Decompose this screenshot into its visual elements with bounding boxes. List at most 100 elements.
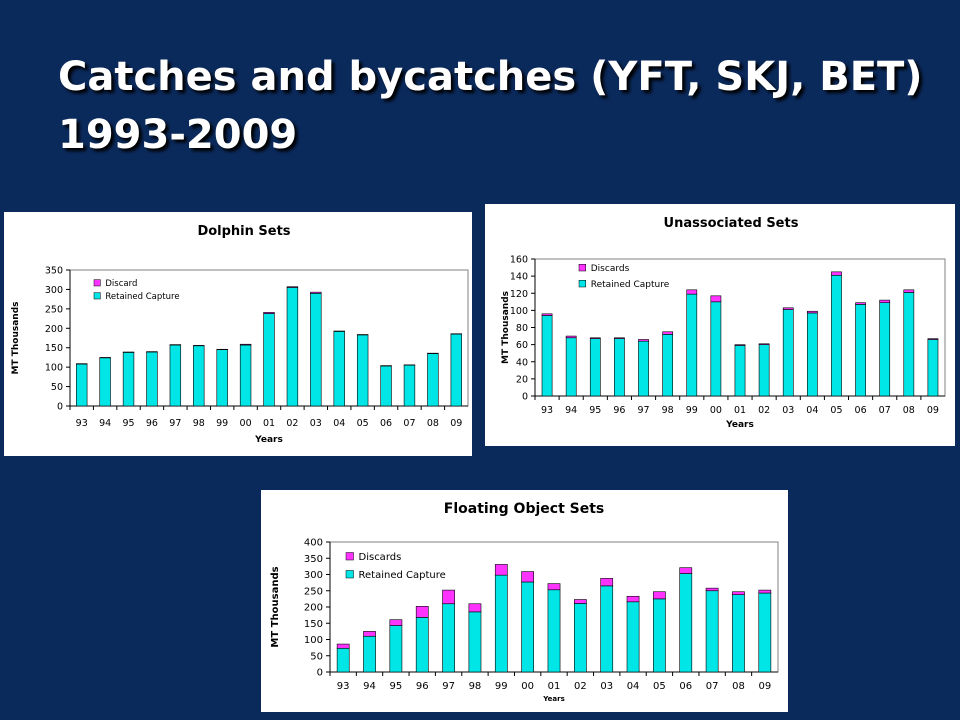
dolphin-chart-title: Dolphin Sets [197,224,290,239]
floating-bar-discard-98 [468,603,482,613]
unassociated-bar-discard-05 [831,271,842,276]
unassociated-sets-chart: Unassociated Sets02040608010012014016093… [501,216,946,430]
floating-y-tick-label: 50 [310,651,323,662]
unassociated-y-tick-label: 0 [522,392,528,403]
unassociated-bar-retained-98 [662,334,674,397]
unassociated-bar-discard-06 [855,302,866,305]
slide-title: Catches and bycatches (YFT, SKJ, BET) 19… [58,48,923,164]
floating-bar-retained-93 [336,647,350,673]
unassociated-bar-discard-95 [589,337,601,339]
floating-x-axis-label: Years [542,695,565,703]
unassociated-bar-retained-03 [782,309,794,397]
floating-bar-retained-95 [389,625,403,673]
floating-bar-discard-08 [732,591,745,595]
floating-bar-discard-96 [415,606,429,618]
floating-bar-retained-07 [705,590,719,673]
floating-legend-swatch-retained [345,570,354,579]
dolphin-y-tick-label: 100 [45,363,63,374]
floating-x-tick-label: 93 [337,681,350,692]
floating-bar-retained-02 [573,603,587,673]
dolphin-x-tick-label: 06 [380,418,392,429]
floating-y-tick-label: 100 [304,635,323,646]
dolphin-bar-retained-01 [263,313,275,407]
floating-x-tick-label: 00 [521,681,534,692]
floating-x-tick-label: 98 [469,681,482,692]
dolphin-x-tick-label: 93 [76,418,88,429]
dolphin-x-tick-label: 08 [427,418,439,429]
unassociated-x-tick-label: 02 [758,405,770,416]
floating-y-tick-label: 200 [304,603,323,614]
floating-bar-retained-97 [442,603,455,673]
floating-legend-swatch-discard [345,552,354,561]
unassociated-bar-retained-94 [565,337,577,397]
floating-bar-retained-09 [758,592,772,673]
floating-object-sets-chart-panel: Floating Object Sets 0 50 100 150 200 250 300 35… [261,490,788,712]
floating-y-tick-label: 0 [317,668,323,679]
dolphin-y-tick-label: 0 [57,402,63,413]
unassociated-bar-discard-09 [927,338,939,340]
floating-legend-label-retained: Retained Capture [359,570,446,581]
floating-bar-retained-99 [494,574,508,673]
dolphin-bar-retained-06 [380,365,392,407]
floating-y-axis-label: MT Thousands [270,566,281,647]
floating-x-tick-label: 02 [574,681,587,692]
unassociated-x-tick-label: 96 [613,405,625,416]
dolphin-y-tick-label: 300 [45,285,63,296]
dolphin-bar-retained-96 [146,351,158,407]
dolphin-x-tick-label: 03 [310,418,322,429]
floating-x-tick-label: 94 [363,681,376,692]
floating-y-tick-label: 250 [304,586,323,597]
unassociated-x-tick-label: 95 [589,405,601,416]
dolphin-bar-retained-95 [122,352,135,407]
unassociated-y-tick-label: 80 [516,323,528,334]
unassociated-bar-discard-98 [662,331,674,335]
floating-bar-discard-04 [626,595,640,603]
floating-object-sets-chart: Floating Object Sets05010015020025030035… [270,501,779,703]
floating-bar-retained-01 [547,589,561,673]
dolphin-bar-retained-97 [169,344,182,407]
slide-title-line-2: 1993-2009 [58,112,298,158]
floating-x-tick-label: 97 [442,681,455,692]
unassociated-bar-discard-94 [565,335,577,339]
unassociated-bar-retained-02 [758,344,770,397]
dolphin-x-tick-label: 05 [357,418,369,429]
dolphin-y-tick-label: 250 [45,304,63,315]
floating-bar-discard-01 [547,583,561,591]
unassociated-bar-discard-99 [686,289,698,295]
unassociated-bar-discard-01 [734,344,746,346]
floating-bar-discard-00 [521,571,535,583]
unassociated-y-tick-label: 120 [510,289,528,300]
dolphin-bar-retained-98 [193,345,205,407]
dolphin-y-tick-label: 350 [45,266,63,277]
unassociated-x-tick-label: 94 [565,405,577,416]
floating-bar-discard-07 [705,587,719,592]
dolphin-bar-retained-02 [286,287,299,407]
dolphin-bar-retained-08 [427,353,439,407]
dolphin-bar-discard-02 [286,286,299,288]
dolphin-bar-retained-05 [356,334,369,407]
floating-bar-discard-03 [600,578,614,587]
unassociated-bar-retained-04 [806,312,818,397]
dolphin-bar-retained-09 [450,333,462,407]
floating-x-tick-label: 03 [600,681,613,692]
dolphin-x-tick-label: 94 [99,418,111,429]
dolphin-bar-retained-04 [333,331,345,407]
dolphin-bar-retained-93 [76,363,88,407]
unassociated-bar-retained-96 [614,338,625,397]
unassociated-x-tick-label: 07 [879,405,891,416]
floating-x-tick-label: 95 [390,681,403,692]
floating-bar-discard-05 [653,591,666,600]
floating-chart-title: Floating Object Sets [444,501,604,517]
floating-bar-retained-96 [415,617,429,673]
unassociated-bar-discard-07 [879,299,891,303]
floating-y-tick-label: 350 [304,554,323,565]
dolphin-x-tick-label: 99 [216,418,228,429]
floating-x-tick-label: 01 [548,681,561,692]
floating-x-tick-label: 04 [627,681,640,692]
dolphin-x-tick-label: 02 [286,418,298,429]
unassociated-bar-retained-00 [710,301,722,397]
floating-bar-retained-00 [521,581,535,673]
floating-x-tick-label: 96 [416,681,429,692]
unassociated-bar-discard-00 [710,295,722,303]
floating-x-tick-label: 06 [679,681,692,692]
